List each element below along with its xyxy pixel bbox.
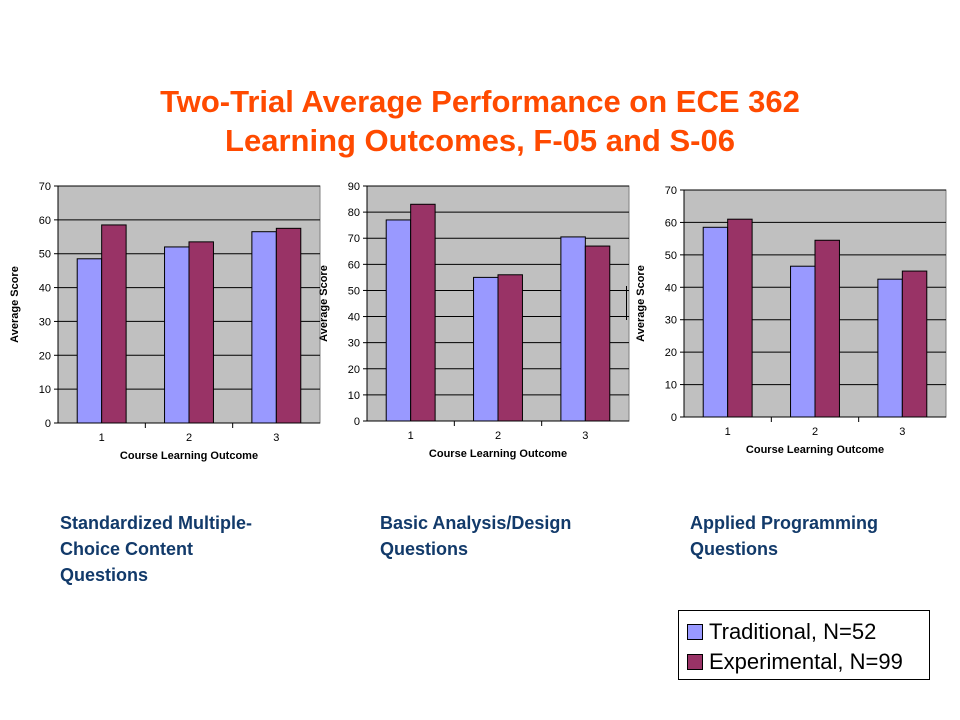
caption-line: Standardized Multiple- (60, 513, 253, 533)
caption-line: Questions (380, 539, 469, 559)
y-tick-label: 70 (665, 185, 677, 197)
y-axis-label: Average Score (635, 265, 647, 342)
caption-line: Applied Programming (690, 513, 879, 533)
x-axis-label: Course Learning Outcome (120, 450, 258, 462)
y-tick-label: 60 (348, 259, 360, 271)
y-tick-label: 0 (45, 418, 51, 430)
y-tick-label: 10 (665, 380, 677, 392)
chart-applied-programming: 0 10 20 30 40 50 60 70 1 2 3 Course Learning Outcom… (635, 185, 947, 456)
caption-line: Basic Analysis/Design (380, 513, 572, 533)
legend-swatch (687, 654, 703, 670)
y-tick-label: 90 (348, 181, 360, 193)
caption-applied-programming: Applied Programming Questions (690, 510, 878, 562)
y-tick-label: 20 (348, 364, 360, 376)
bar (877, 278, 903, 418)
y-tick-label: 40 (39, 283, 51, 295)
x-axis-label: Course Learning Outcome (746, 444, 884, 456)
bar (702, 226, 729, 418)
x-tick-label: 1 (99, 432, 105, 444)
legend-label: Traditional, N=52 (709, 619, 877, 644)
x-tick-label: 3 (899, 426, 905, 438)
x-tick-label: 2 (495, 430, 501, 442)
caption-line: Questions (60, 565, 149, 585)
bar (385, 219, 412, 422)
bar (473, 276, 499, 422)
bar (560, 236, 586, 422)
y-tick-label: 0 (671, 412, 677, 424)
caption-multiple-choice: Standardized Multiple- Choice Content Qu… (60, 510, 252, 588)
y-tick-label: 0 (354, 416, 360, 428)
x-axis-label: Course Learning Outcome (429, 448, 567, 460)
y-axis-label: Average Score (9, 266, 21, 343)
bar (275, 227, 302, 424)
x-tick-label: 1 (408, 430, 414, 442)
y-tick-label: 20 (39, 350, 51, 362)
y-tick-label: 70 (39, 181, 51, 193)
y-tick-label: 50 (39, 249, 51, 261)
bar (76, 258, 103, 424)
x-tick-label: 2 (186, 432, 192, 444)
x-tick-label: 1 (725, 426, 731, 438)
bar (497, 274, 523, 422)
title-line-1: Two-Trial Average Performance on ECE 362 (160, 84, 800, 119)
page-title: Two-Trial Average Performance on ECE 362… (0, 82, 960, 160)
y-tick-label: 10 (39, 384, 51, 396)
y-tick-label: 40 (348, 312, 360, 324)
bar (164, 246, 190, 424)
y-tick-label: 70 (348, 233, 360, 245)
caption-line: Questions (690, 539, 779, 559)
legend-swatch (687, 624, 703, 640)
divider-line (626, 286, 627, 320)
bar (251, 231, 277, 424)
chart-analysis-design: 0 10 20 30 40 50 60 70 80 90 1 2 3 Course Learning Ou… (318, 181, 630, 460)
bar (727, 218, 753, 418)
bar (790, 265, 816, 418)
y-axis-label: Average Score (318, 265, 330, 342)
y-tick-label: 10 (348, 390, 360, 402)
y-tick-label: 50 (348, 285, 360, 297)
y-tick-label: 80 (348, 207, 360, 219)
y-tick-label: 60 (665, 217, 677, 229)
x-tick-label: 2 (812, 426, 818, 438)
x-tick-label: 3 (273, 432, 279, 444)
chart-legend: Traditional, N=52 Experimental, N=99 (678, 610, 930, 680)
y-tick-label: 30 (39, 316, 51, 328)
caption-analysis-design: Basic Analysis/Design Questions (380, 510, 571, 562)
legend-item-experimental: Experimental, N=99 (687, 649, 903, 675)
y-tick-label: 30 (665, 315, 677, 327)
caption-line: Choice Content (60, 539, 193, 559)
bar (410, 203, 436, 422)
bar (584, 245, 611, 422)
legend-label: Experimental, N=99 (709, 649, 903, 674)
bar (101, 224, 127, 424)
bar (814, 239, 840, 418)
y-tick-label: 30 (348, 338, 360, 350)
chart-multiple-choice: 0 10 20 30 40 50 60 70 1 2 3 Course Learning Outcom… (9, 181, 321, 462)
y-tick-label: 60 (39, 215, 51, 227)
bar (901, 270, 928, 418)
legend-item-traditional: Traditional, N=52 (687, 619, 876, 645)
y-tick-label: 50 (665, 250, 677, 262)
x-tick-label: 3 (582, 430, 588, 442)
title-line-2: Learning Outcomes, F-05 and S-06 (225, 123, 735, 158)
bar (188, 241, 214, 424)
y-tick-label: 40 (665, 282, 677, 294)
y-tick-label: 20 (665, 347, 677, 359)
